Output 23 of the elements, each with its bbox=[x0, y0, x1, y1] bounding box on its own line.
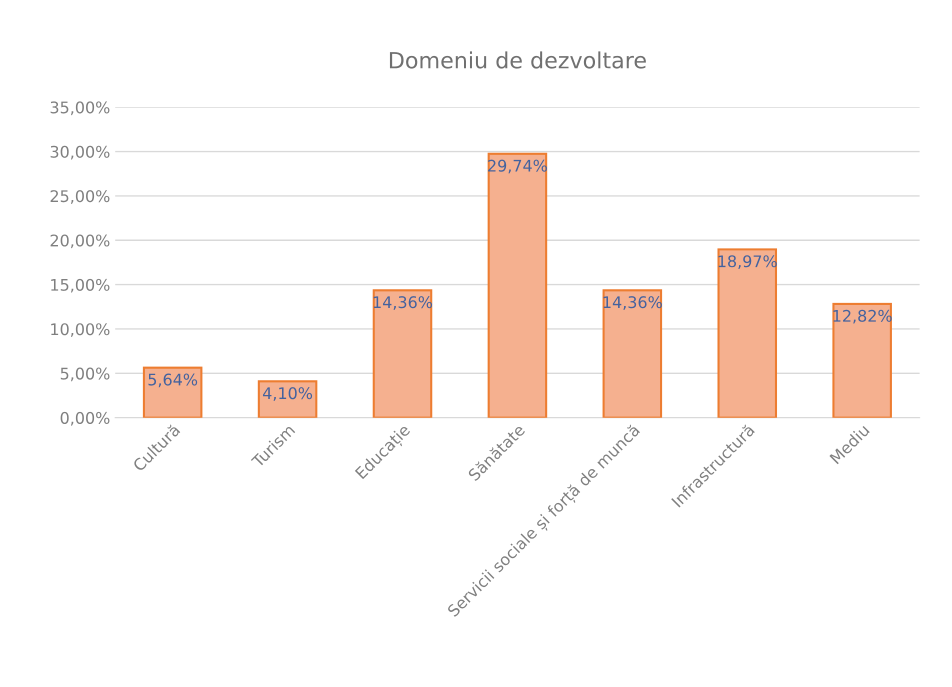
bar bbox=[258, 380, 318, 418]
data-label: 12,82% bbox=[833, 310, 892, 324]
y-tick-label: 10,00% bbox=[51, 323, 110, 337]
y-tick-label: 15,00% bbox=[51, 278, 110, 293]
bar bbox=[717, 248, 778, 418]
data-label: 5,64% bbox=[148, 373, 198, 388]
data-label: 29,74% bbox=[488, 160, 547, 174]
chart-title: Domeniu de dezvoltare bbox=[390, 51, 646, 69]
data-label: 14,36% bbox=[374, 296, 432, 310]
bar bbox=[142, 366, 202, 418]
data-label: 14,36% bbox=[604, 296, 662, 310]
y-tick-label: 20,00% bbox=[50, 234, 110, 248]
bar bbox=[602, 289, 662, 418]
data-label: 18,97% bbox=[718, 255, 777, 269]
y-tick-label: 30,00% bbox=[50, 146, 110, 160]
y-tick-label: 25,00% bbox=[50, 190, 110, 204]
data-label: 4,10% bbox=[262, 387, 312, 401]
y-tick-label: 5,00% bbox=[60, 368, 110, 382]
bar bbox=[832, 302, 892, 418]
y-tick-label: 35,00% bbox=[50, 101, 110, 116]
y-tick-label: 0,00% bbox=[60, 412, 110, 426]
bar bbox=[488, 152, 548, 418]
bar bbox=[372, 289, 432, 418]
